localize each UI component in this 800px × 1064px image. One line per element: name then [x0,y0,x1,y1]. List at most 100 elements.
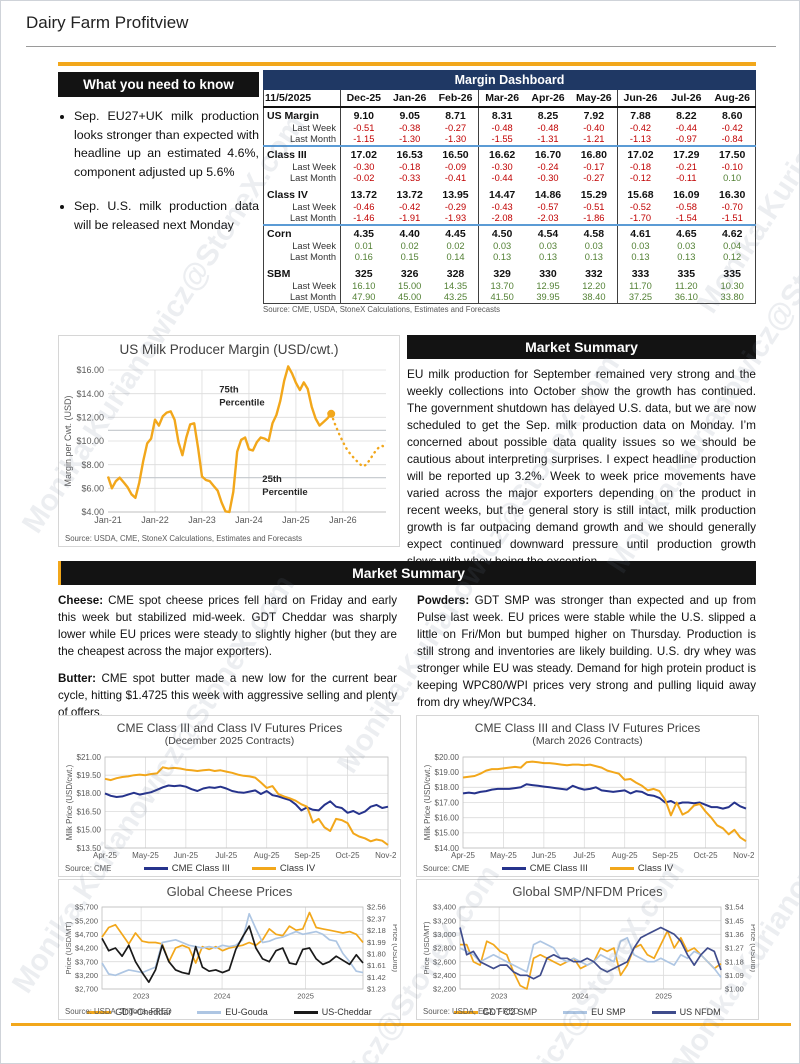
svg-text:$2,700: $2,700 [75,985,98,994]
svg-text:Price (USD/MT): Price (USD/MT) [64,921,73,974]
market-summary-body: EU milk production for September remaine… [407,367,756,568]
svg-text:$12.00: $12.00 [76,412,104,422]
svg-text:Aug-25: Aug-25 [612,851,638,860]
market-summary-bottom-header: Market Summary [58,561,756,585]
cme-mar26-title: CME Class III and Class IV Futures Price… [474,721,701,735]
cme-dec25-title: CME Class III and Class IV Futures Price… [116,721,343,735]
svg-text:$1.61: $1.61 [367,961,386,970]
svg-text:$18.00: $18.00 [77,789,102,798]
svg-text:$2,800: $2,800 [433,944,456,953]
svg-text:$2.18: $2.18 [367,926,386,935]
cme-dec25-source: Source: CME [65,864,112,873]
svg-text:$14.00: $14.00 [435,844,460,853]
svg-text:$13.50: $13.50 [77,844,102,853]
svg-text:$1.45: $1.45 [725,916,744,925]
svg-text:Jan-21: Jan-21 [94,515,122,525]
svg-text:Milk Price (USD/cwt.): Milk Price (USD/cwt.) [65,764,74,840]
svg-text:Jul-25: Jul-25 [215,851,237,860]
margin-table: 11/5/2025 Dec-25 Jan-26 Feb-26 Mar-26 Apr-26 M… [263,90,756,304]
svg-text:Jan-22: Jan-22 [141,515,169,525]
global-smp-nfdm-prices-chart: Global SMP/NFDM Prices $2,200 $2,400 $2,60… [416,879,759,1020]
svg-text:Price (USD/MT): Price (USD/MT) [422,921,431,974]
page-title: Dairy Farm Profitview [26,13,189,32]
global-smp-title: Global SMP/NFDM Prices [512,884,663,899]
svg-text:2025: 2025 [655,992,672,1001]
margin-dashboard-header: Margin Dashboard [263,70,756,90]
global-smp-legend: GDT C2 SMP EU SMP US NFDM [417,1007,758,1017]
top-accent-rule [58,62,756,66]
svg-text:Nov-25: Nov-25 [733,851,754,860]
svg-text:$1.18: $1.18 [725,957,744,966]
cme-mar26-legend: CME Class III Class IV [417,863,758,874]
svg-text:Oct-25: Oct-25 [336,851,361,860]
svg-text:Price (USD/lb): Price (USD/lb) [391,924,397,972]
svg-text:$20.00: $20.00 [435,753,460,762]
svg-text:Jun-25: Jun-25 [532,851,557,860]
margin-chart-source: Source: USDA, CME, StoneX Calculations, … [65,534,303,543]
svg-text:$3,200: $3,200 [75,971,98,980]
svg-text:$3,700: $3,700 [75,957,98,966]
svg-text:Percentile: Percentile [219,398,264,409]
svg-text:Margin per Cwt. (USD): Margin per Cwt. (USD) [63,395,73,486]
svg-text:$5,700: $5,700 [75,903,98,912]
svg-text:$15.00: $15.00 [77,826,102,835]
market-summary-left-column: Cheese: CME spot cheese prices fell hard… [58,593,397,731]
cheese-paragraph: Cheese: CME spot cheese prices fell hard… [58,594,397,658]
svg-text:$1.42: $1.42 [367,973,386,982]
svg-text:$1.09: $1.09 [725,971,744,980]
market-summary-header: Market Summary [407,335,756,359]
svg-text:$4.00: $4.00 [81,507,104,517]
svg-text:2025: 2025 [297,992,314,1001]
cme-mar26-source: Source: CME [423,864,470,873]
svg-text:May-25: May-25 [490,851,517,860]
svg-text:$2.37: $2.37 [367,914,386,923]
global-cheese-legend: GDT-Cheddar EU-Gouda US-Cheddar [59,1007,400,1017]
global-cheese-plot: $2,700 $3,200 $3,700 $4,200 $4,700 $5,200 $5,7… [62,903,400,1002]
butter-paragraph: Butter: CME spot butter made a new low f… [58,671,397,719]
market-summary-right-column: Powders: GDT SMP was stronger than expec… [417,593,756,731]
wyntk-bullet-2: Sep. U.S. milk production data will be r… [74,197,259,234]
market-summary-panel: Market Summary EU milk production for Se… [407,335,756,570]
wyntk-header: What you need to know [58,72,259,97]
svg-text:Apr-25: Apr-25 [451,851,476,860]
cme-dec25-legend: CME Class III Class IV [59,863,400,874]
svg-text:Nov-25: Nov-25 [375,851,396,860]
global-cheese-source: Source: USDA, Trigona, FRED [65,1007,172,1016]
svg-text:Sep-25: Sep-25 [294,851,320,860]
svg-text:2024: 2024 [214,992,231,1001]
global-cheese-title: Global Cheese Prices [166,884,293,899]
global-smp-source: Source: USDA, EEX, FRED [423,1007,520,1016]
title-divider [26,46,776,47]
svg-text:$1.80: $1.80 [367,949,386,958]
svg-text:2023: 2023 [133,992,150,1001]
svg-text:Jan-23: Jan-23 [188,515,216,525]
svg-text:2024: 2024 [572,992,589,1001]
svg-text:$1.00: $1.00 [725,985,744,994]
svg-text:$2,400: $2,400 [433,971,456,980]
svg-text:$8.00: $8.00 [81,460,104,470]
bottom-accent-rule [11,1023,791,1026]
what-you-need-to-know: What you need to know Sep. EU27+UK milk … [58,72,259,235]
margin-dashboard: Margin Dashboard 11/5/2025 Dec-25 Jan-26 Fe… [263,70,756,314]
svg-text:$4,700: $4,700 [75,930,98,939]
svg-text:Apr-25: Apr-25 [93,851,118,860]
svg-text:75th: 75th [219,384,239,395]
margin-chart-plot: $4.00 $6.00 $8.00 $10.00 $12.00 $14.00 $16.00 J… [62,364,396,528]
svg-text:Price (USD/lb): Price (USD/lb) [749,924,755,972]
svg-text:25th: 25th [262,474,282,485]
cme-dec25-futures-chart: CME Class III and Class IV Futures Price… [58,715,401,877]
svg-text:Jan-24: Jan-24 [235,515,263,525]
svg-text:Jan-26: Jan-26 [329,515,357,525]
svg-text:$3,400: $3,400 [433,903,456,912]
wyntk-bullet-1: Sep. EU27+UK milk production looks stron… [74,107,259,181]
svg-text:$19.50: $19.50 [77,771,102,780]
svg-text:$17.00: $17.00 [435,798,460,807]
svg-text:$5,200: $5,200 [75,916,98,925]
svg-text:Milk Price (USD/cwt.): Milk Price (USD/cwt.) [423,764,432,840]
svg-text:Jun-25: Jun-25 [174,851,199,860]
svg-text:$15.00: $15.00 [435,829,460,838]
svg-text:$16.00: $16.00 [435,813,460,822]
svg-text:$16.00: $16.00 [76,365,104,375]
svg-text:$1.99: $1.99 [367,938,386,947]
